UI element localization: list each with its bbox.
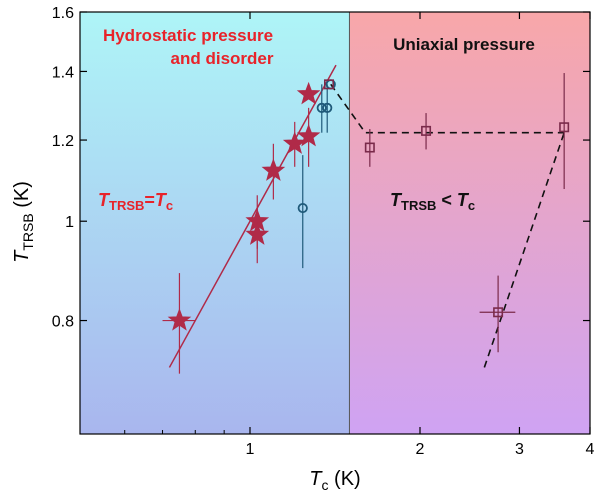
- y-tick-label: 1: [65, 214, 74, 231]
- region-hydrostatic-background: [80, 12, 349, 434]
- y-tick-label: 1.4: [52, 64, 74, 81]
- x-axis-title: Tc (K): [309, 468, 360, 493]
- region-uniaxial-background: [349, 12, 590, 434]
- y-tick-label: 1.2: [52, 133, 74, 150]
- region-title-left-line2: and disorder: [171, 49, 274, 68]
- x-tick-label: 2: [416, 441, 425, 458]
- x-tick-label: 1: [246, 441, 255, 458]
- y-axis-title: TTRSB (K): [11, 181, 36, 263]
- x-tick-label: 4: [586, 441, 595, 458]
- y-tick-label: 0.8: [52, 314, 74, 331]
- x-tick-label: 3: [515, 441, 524, 458]
- y-tick-label: 1.6: [52, 5, 74, 22]
- region-title-right: Uniaxial pressure: [393, 35, 535, 54]
- region-title-left-line1: Hydrostatic pressure: [103, 26, 273, 45]
